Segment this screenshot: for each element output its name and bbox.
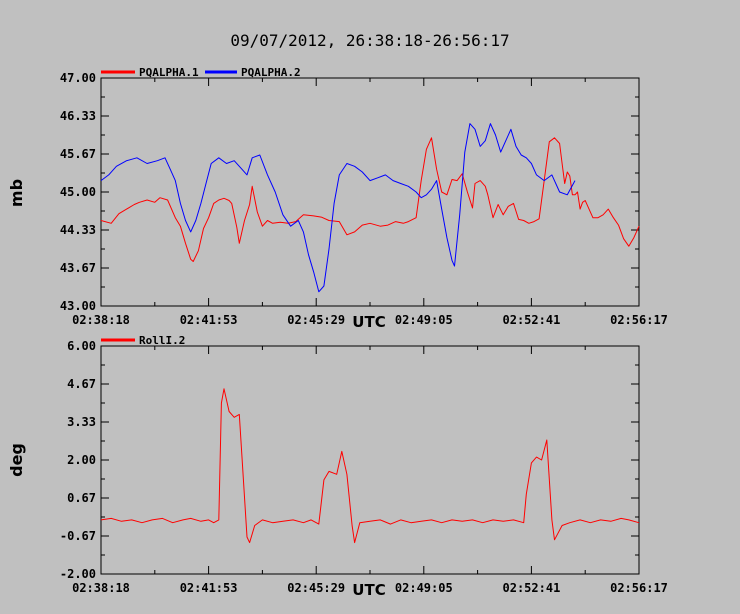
legend-roll: RollI.2: [101, 334, 185, 347]
y-tick-label: 4.67: [67, 377, 96, 391]
x-tick-label: 02:52:41: [503, 581, 561, 595]
series-line-rolli-2: [100, 388, 640, 544]
legend-pressure: PQALPHA.1 PQALPHA.2: [101, 66, 301, 79]
panel-roll: deg UTC RollI.2 -2.00 -0.67 0.67 2.00 3.33 4.…: [7, 334, 668, 599]
x-tick-label: 02:45:29: [287, 581, 345, 595]
x-tick-label: 02:38:18: [72, 313, 130, 327]
x-tick-label: 02:56:17: [610, 581, 668, 595]
chart-title: 09/07/2012, 26:38:18-26:56:17: [230, 31, 509, 50]
x-tick-label: 02:41:53: [180, 581, 238, 595]
plot-frame-roll: [100, 345, 640, 575]
panel-pressure: mb UTC PQALPHA.1 PQALPHA.2 43.00 43.67 44.…: [7, 66, 668, 331]
y-tick-label: 0.67: [67, 491, 96, 505]
y-tick-label: 45.00: [60, 185, 96, 199]
plot-frame-pressure: [100, 77, 640, 307]
axis-ticks-roll: -2.00 -0.67 0.67 2.00 3.33 4.67 6.00 02:38:18 02…: [60, 339, 668, 595]
y-axis-label-roll: deg: [7, 443, 26, 477]
y-tick-label: 43.67: [60, 261, 96, 275]
x-tick-label: 02:56:17: [610, 313, 668, 327]
x-tick-label: 02:38:18: [72, 581, 130, 595]
y-tick-label: 44.33: [60, 223, 96, 237]
x-tick-label: 02:52:41: [503, 313, 561, 327]
y-tick-label: 45.67: [60, 147, 96, 161]
y-axis-label-pressure: mb: [7, 179, 26, 207]
x-axis-label-pressure: UTC: [352, 313, 385, 331]
x-tick-label: 02:49:05: [395, 581, 453, 595]
legend-label-pqalpha1: PQALPHA.1: [139, 66, 199, 79]
legend-label-roll: RollI.2: [139, 334, 185, 347]
y-tick-label: 3.33: [67, 415, 96, 429]
y-tick-label: 2.00: [67, 453, 96, 467]
y-tick-label: 43.00: [60, 299, 96, 313]
series-line-pqalpha-2: [100, 123, 576, 293]
series-line-pqalpha-1: [100, 137, 640, 262]
y-tick-label: 6.00: [67, 339, 96, 353]
y-tick-label: -0.67: [60, 529, 96, 543]
x-tick-label: 02:45:29: [287, 313, 345, 327]
y-tick-label: 47.00: [60, 71, 96, 85]
x-tick-label: 02:41:53: [180, 313, 238, 327]
series-group-pressure: [100, 123, 640, 293]
legend-label-pqalpha2: PQALPHA.2: [241, 66, 301, 79]
x-axis-label-roll: UTC: [352, 581, 385, 599]
x-tick-label: 02:49:05: [395, 313, 453, 327]
axis-ticks-pressure: 43.00 43.67 44.33 45.00 45.67 46.33 47.00 02:38…: [60, 71, 668, 327]
y-tick-label: -2.00: [60, 567, 96, 581]
series-group-roll: [100, 388, 640, 544]
y-tick-label: 46.33: [60, 109, 96, 123]
